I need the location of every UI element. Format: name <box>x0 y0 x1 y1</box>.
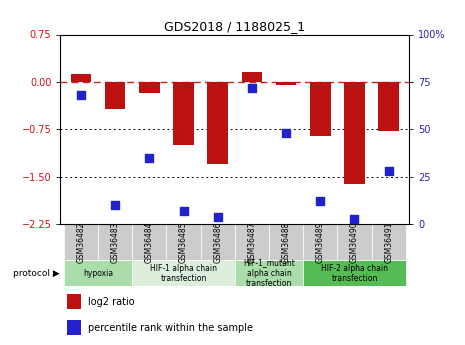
Point <box>214 214 221 219</box>
Text: HIF-1 alpha chain
transfection: HIF-1 alpha chain transfection <box>150 264 217 283</box>
Point <box>180 208 187 214</box>
Point <box>248 85 256 90</box>
Text: hypoxia: hypoxia <box>83 269 113 278</box>
Bar <box>338 224 372 260</box>
Bar <box>200 224 235 260</box>
Point <box>385 168 392 174</box>
Bar <box>132 224 166 260</box>
Bar <box>235 224 269 260</box>
Point <box>317 199 324 204</box>
Bar <box>139 82 159 93</box>
Text: protocol ▶: protocol ▶ <box>13 269 60 278</box>
Title: GDS2018 / 1188025_1: GDS2018 / 1188025_1 <box>164 20 306 33</box>
Point <box>351 216 358 221</box>
Point <box>77 92 85 98</box>
Bar <box>242 72 262 82</box>
Bar <box>64 224 98 260</box>
Bar <box>98 224 132 260</box>
Text: GSM36488: GSM36488 <box>282 221 291 263</box>
Text: GSM36487: GSM36487 <box>247 221 256 263</box>
Text: GSM36489: GSM36489 <box>316 221 325 263</box>
Bar <box>105 82 126 108</box>
Text: GSM36483: GSM36483 <box>111 221 120 263</box>
Text: percentile rank within the sample: percentile rank within the sample <box>88 323 253 333</box>
Bar <box>269 224 303 260</box>
Bar <box>173 82 194 145</box>
Point <box>282 130 290 136</box>
Bar <box>67 294 81 309</box>
Text: GSM36491: GSM36491 <box>384 221 393 263</box>
Text: GSM36482: GSM36482 <box>76 221 86 263</box>
Text: log2 ratio: log2 ratio <box>88 297 135 307</box>
Point <box>112 203 119 208</box>
Bar <box>310 82 331 136</box>
Bar <box>372 224 406 260</box>
Bar <box>379 82 399 131</box>
Text: HIF-2 alpha chain
transfection: HIF-2 alpha chain transfection <box>321 264 388 283</box>
Bar <box>303 224 338 260</box>
Bar <box>207 82 228 164</box>
Bar <box>235 260 303 286</box>
Text: GSM36486: GSM36486 <box>213 221 222 263</box>
Text: GSM36484: GSM36484 <box>145 221 154 263</box>
Text: GSM36485: GSM36485 <box>179 221 188 263</box>
Point <box>146 155 153 161</box>
Bar <box>276 82 296 85</box>
Bar <box>344 82 365 184</box>
Bar <box>64 260 132 286</box>
Bar <box>67 320 81 335</box>
Bar <box>303 260 406 286</box>
Bar <box>166 224 200 260</box>
Bar <box>71 75 91 82</box>
Text: GSM36490: GSM36490 <box>350 221 359 263</box>
Text: HIF-1_mutant
alpha chain
transfection: HIF-1_mutant alpha chain transfection <box>243 258 295 288</box>
Bar <box>132 260 235 286</box>
